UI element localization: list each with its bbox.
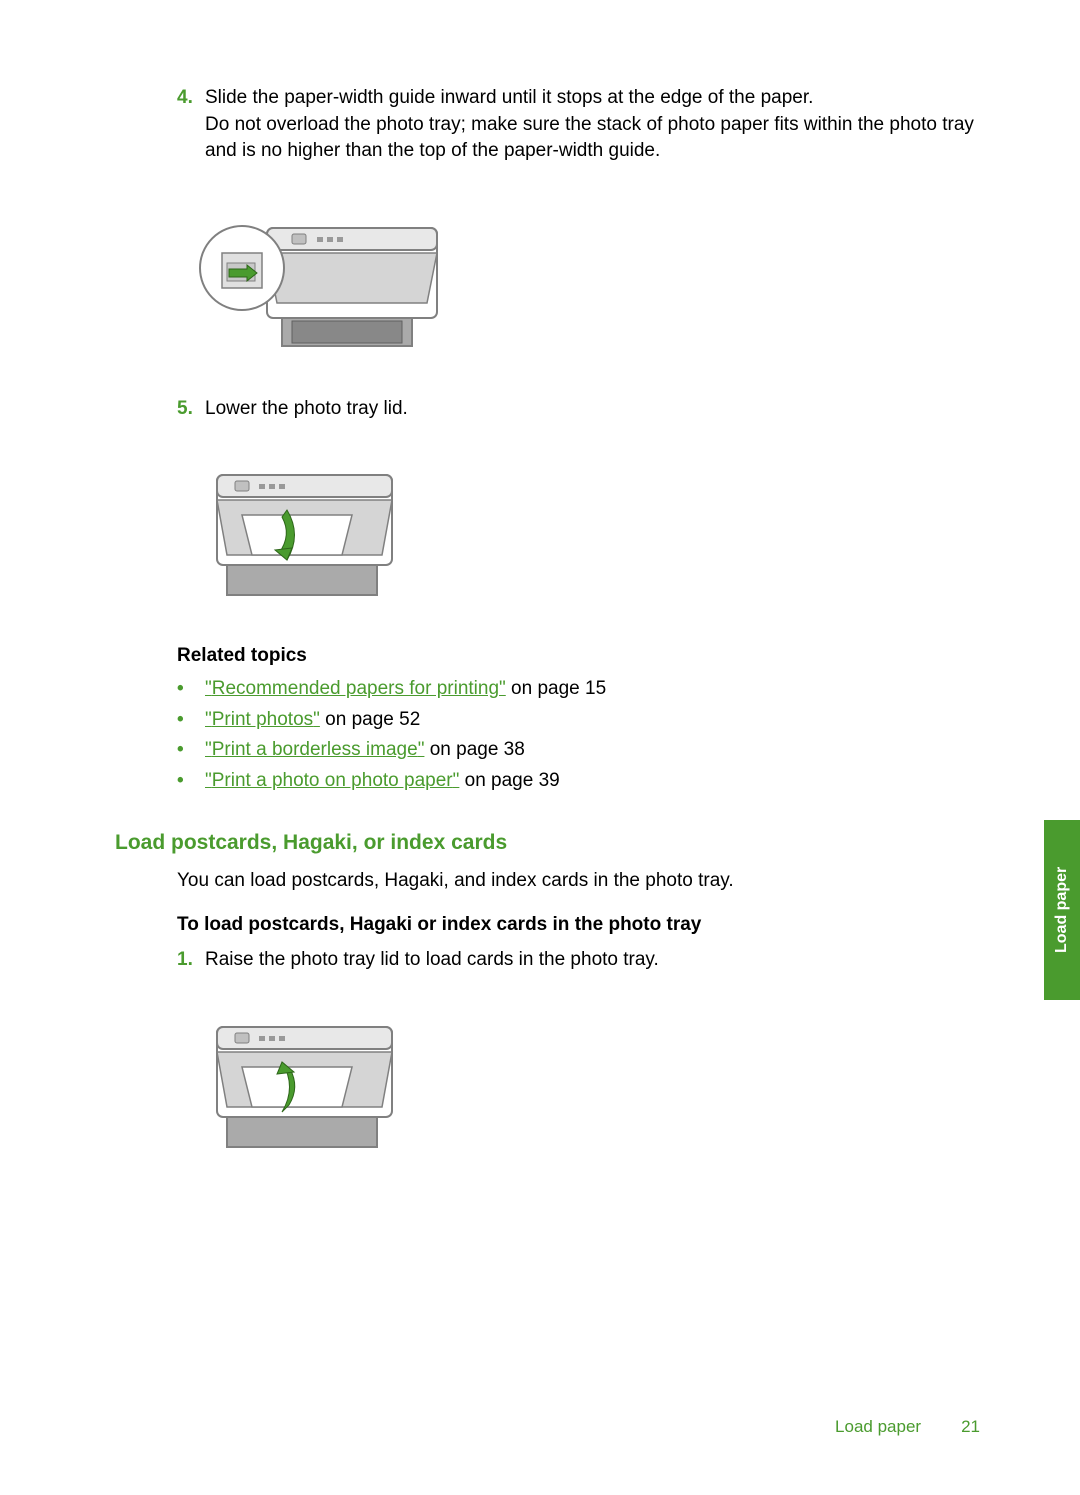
related-text: "Recommended papers for printing" on pag… [205, 676, 606, 703]
step-text: Slide the paper-width guide inward until… [205, 85, 980, 165]
related-item: • "Print a photo on photo paper" on page… [177, 768, 980, 795]
link-quote-open: " [205, 739, 212, 760]
page-footer: Load paper 21 [835, 1415, 980, 1439]
step-1: 1. Raise the photo tray lid to load card… [177, 947, 980, 974]
related-topics-list: • "Recommended papers for printing" on p… [177, 676, 980, 794]
step-number: 4. [177, 85, 205, 165]
step-text-extra: Do not overload the photo tray; make sur… [205, 114, 974, 162]
bullet-icon: • [177, 707, 205, 734]
related-link[interactable]: Print photos [212, 709, 313, 730]
step-number: 1. [177, 947, 205, 974]
related-text: "Print photos" on page 52 [205, 707, 420, 734]
step-text-line: Slide the paper-width guide inward until… [205, 87, 813, 108]
related-link[interactable]: Recommended papers for printing [212, 678, 499, 699]
related-link[interactable]: Print a photo on photo paper [212, 770, 453, 791]
step-number: 5. [177, 396, 205, 423]
printer-illustration-3 [197, 1002, 407, 1167]
instruction-list-mid: 5. Lower the photo tray lid. [177, 396, 980, 423]
related-text: "Print a borderless image" on page 38 [205, 737, 525, 764]
bullet-icon: • [177, 676, 205, 703]
section-heading: Load postcards, Hagaki, or index cards [115, 828, 980, 857]
footer-section: Load paper [835, 1415, 921, 1439]
instruction-list-bottom: 1. Raise the photo tray lid to load card… [177, 947, 980, 974]
link-quote-open: " [205, 678, 212, 699]
page-content: 4. Slide the paper-width guide inward un… [0, 0, 1080, 1255]
related-suffix: on page 15 [506, 678, 606, 699]
related-link[interactable]: Print a borderless image [212, 739, 418, 760]
section-sub-heading: To load postcards, Hagaki or index cards… [177, 912, 980, 939]
link-quote-close: " [313, 709, 320, 730]
related-item: • "Print a borderless image" on page 38 [177, 737, 980, 764]
related-suffix: on page 38 [424, 739, 524, 760]
related-item: • "Print photos" on page 52 [177, 707, 980, 734]
section-intro: You can load postcards, Hagaki, and inde… [177, 868, 980, 895]
link-quote-open: " [205, 770, 212, 791]
link-quote-close: " [499, 678, 506, 699]
step-5: 5. Lower the photo tray lid. [177, 396, 980, 423]
printer-illustration-2 [197, 450, 407, 615]
instruction-list-top: 4. Slide the paper-width guide inward un… [177, 85, 980, 165]
related-suffix: on page 39 [459, 770, 559, 791]
related-topics-heading: Related topics [177, 643, 980, 670]
printer-illustration-1 [197, 193, 457, 368]
bullet-icon: • [177, 737, 205, 764]
related-item: • "Recommended papers for printing" on p… [177, 676, 980, 703]
step-text: Lower the photo tray lid. [205, 396, 980, 423]
related-suffix: on page 52 [320, 709, 420, 730]
related-text: "Print a photo on photo paper" on page 3… [205, 768, 560, 795]
footer-page-number: 21 [961, 1415, 980, 1439]
link-quote-open: " [205, 709, 212, 730]
step-text: Raise the photo tray lid to load cards i… [205, 947, 980, 974]
bullet-icon: • [177, 768, 205, 795]
side-tab: Load paper [1044, 820, 1080, 1000]
step-4: 4. Slide the paper-width guide inward un… [177, 85, 980, 165]
